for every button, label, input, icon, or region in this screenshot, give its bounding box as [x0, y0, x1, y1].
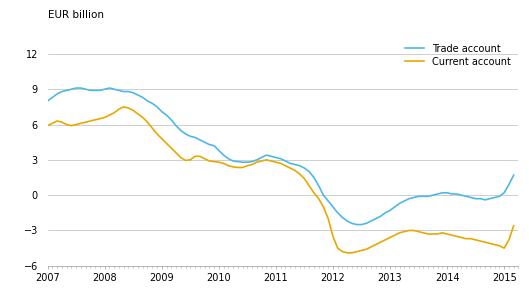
- Text: EUR billion: EUR billion: [48, 10, 104, 20]
- Current account: [121, 105, 127, 109]
- Trade account: [510, 173, 517, 177]
- Line: Current account: Current account: [48, 107, 514, 253]
- Trade account: [420, 194, 426, 198]
- Current account: [344, 251, 350, 255]
- Trade account: [173, 124, 179, 127]
- Current account: [159, 137, 165, 140]
- Current account: [44, 124, 51, 127]
- Trade account: [353, 223, 360, 226]
- Legend: Trade account, Current account: Trade account, Current account: [402, 41, 514, 70]
- Current account: [420, 231, 426, 235]
- Current account: [510, 224, 517, 227]
- Trade account: [44, 99, 51, 103]
- Current account: [297, 172, 303, 176]
- Line: Trade account: Trade account: [48, 88, 514, 225]
- Current account: [192, 155, 198, 158]
- Trade account: [192, 136, 198, 139]
- Trade account: [297, 164, 303, 168]
- Trade account: [73, 86, 79, 90]
- Trade account: [159, 110, 165, 113]
- Trade account: [282, 159, 289, 163]
- Current account: [173, 151, 179, 155]
- Current account: [282, 164, 289, 168]
